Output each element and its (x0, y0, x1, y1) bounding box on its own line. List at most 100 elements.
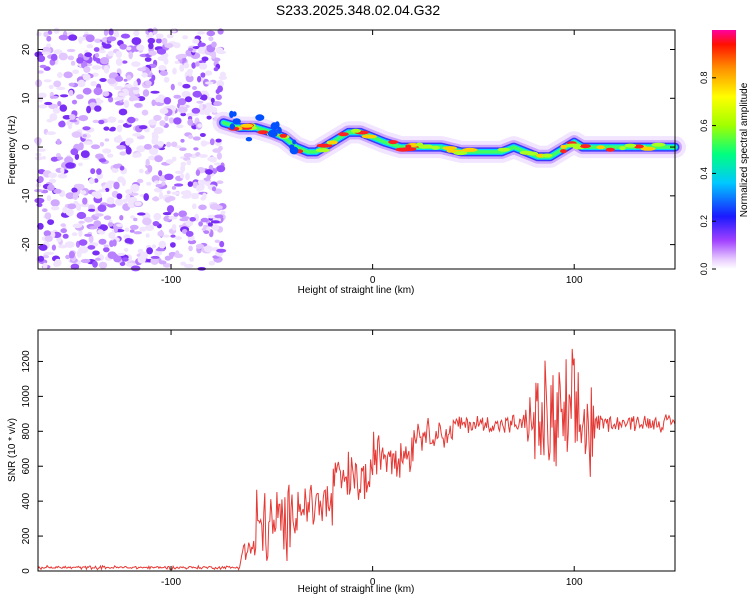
noise-speckle (56, 138, 61, 145)
noise-speckle (58, 121, 66, 128)
noise-speckle (197, 75, 202, 83)
noise-speckle (71, 131, 82, 138)
noise-speckle (36, 148, 46, 152)
signal-hotspot (519, 150, 534, 155)
noise-speckle (70, 60, 76, 66)
noise-speckle (102, 148, 112, 154)
noise-speckle (166, 190, 171, 195)
noise-speckle (136, 44, 145, 51)
noise-speckle (210, 220, 220, 224)
noise-speckle (85, 34, 95, 43)
noise-speckle (125, 194, 131, 201)
noise-speckle (53, 49, 63, 55)
noise-speckle (125, 189, 133, 195)
noise-speckle (105, 187, 110, 192)
noise-speckle (167, 196, 176, 201)
noise-speckle (182, 216, 190, 220)
noise-speckle (65, 192, 76, 200)
noise-speckle (65, 210, 73, 216)
noise-speckle (151, 74, 156, 82)
noise-speckle (183, 62, 190, 69)
noise-speckle (44, 235, 53, 242)
signal-blob (267, 129, 278, 138)
signal-hotspot (431, 145, 440, 150)
noise-speckle (47, 219, 55, 226)
noise-speckle (215, 94, 222, 101)
spectrogram-y-label: Frequency (Hz) (7, 116, 18, 185)
noise-speckle (213, 67, 219, 72)
noise-speckle (177, 106, 188, 114)
noise-speckle (180, 112, 187, 117)
noise-speckle (58, 52, 68, 61)
signal-blob (245, 137, 253, 142)
noise-speckle (106, 36, 117, 42)
noise-speckle (150, 257, 159, 265)
noise-speckle (94, 213, 104, 217)
noise-speckle (72, 192, 79, 201)
y-tick-label: 20 (21, 44, 32, 56)
noise-speckle (90, 144, 101, 150)
noise-speckle (144, 57, 152, 62)
noise-speckle (37, 92, 47, 99)
noise-speckle (38, 104, 48, 109)
signal-hotspot (316, 143, 333, 148)
noise-speckle (68, 251, 75, 259)
noise-speckle (183, 263, 194, 269)
noise-speckle (144, 80, 152, 86)
noise-speckle (130, 215, 136, 219)
x-tick-label: 0 (370, 577, 376, 588)
signal-hotspot (596, 145, 605, 150)
colorbar: 0.0 0.2 0.4 0.6 0.8 Normalized spectral ampl… (699, 30, 750, 275)
noise-speckle (155, 183, 164, 188)
noise-speckle (143, 143, 152, 150)
noise-speckle (198, 103, 203, 112)
noise-speckle (187, 134, 194, 139)
noise-speckle (60, 94, 69, 98)
noise-speckle (211, 186, 217, 192)
noise-speckle (91, 65, 102, 70)
y-tick-label: 600 (21, 457, 32, 474)
noise-speckle (48, 84, 54, 90)
noise-speckle (181, 195, 191, 199)
noise-speckle (109, 240, 114, 248)
noise-speckle (86, 44, 94, 49)
noise-speckle (116, 145, 126, 150)
noise-speckle (186, 159, 192, 166)
noise-speckle (187, 118, 194, 126)
noise-speckle (127, 116, 136, 124)
noise-speckle (157, 140, 164, 147)
noise-speckle (47, 30, 53, 35)
noise-speckle (199, 133, 206, 137)
noise-speckle (72, 69, 79, 74)
signal-blob (232, 118, 241, 125)
colorbar-tick-label: 0.8 (699, 72, 709, 85)
noise-speckle (87, 245, 96, 250)
signal-blob (289, 146, 299, 155)
noise-speckle (83, 66, 91, 73)
noise-speckle (180, 138, 185, 143)
noise-speckle (192, 90, 203, 98)
noise-speckle (151, 99, 156, 107)
noise-speckle (145, 158, 150, 167)
noise-speckle (125, 146, 132, 155)
noise-speckle (153, 212, 162, 221)
noise-speckle (187, 181, 193, 187)
noise-speckle (56, 156, 64, 160)
noise-speckle (148, 42, 154, 50)
noise-speckle (62, 115, 72, 120)
y-tick-label: 0 (21, 144, 32, 150)
y-tick-label: 1000 (21, 385, 32, 408)
noise-speckle (170, 83, 175, 91)
y-tick-label: -10 (21, 188, 32, 203)
noise-speckle (63, 71, 73, 79)
signal-hotspot (651, 142, 666, 147)
noise-speckle (78, 142, 84, 151)
noise-speckle (198, 154, 208, 158)
noise-speckle (179, 147, 187, 151)
noise-speckle (106, 197, 115, 205)
noise-speckle (206, 30, 216, 37)
noise-speckle (39, 64, 47, 69)
noise-speckle (162, 263, 172, 268)
signal-hotspot (497, 147, 511, 152)
